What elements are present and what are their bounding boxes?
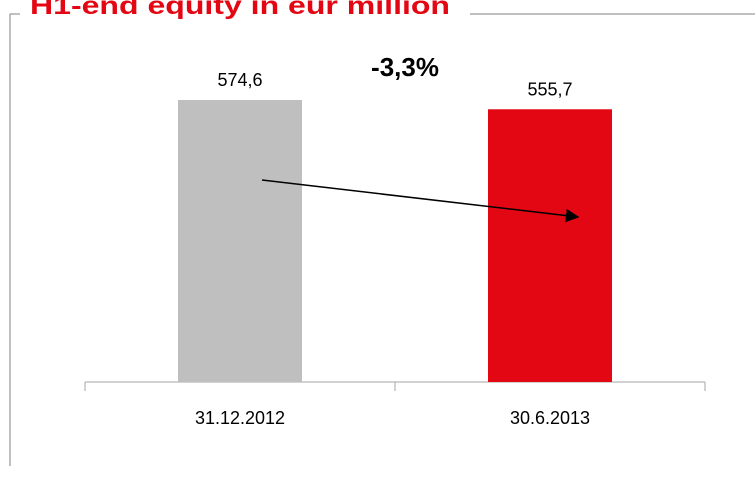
x-tick-label: 30.6.2013 bbox=[510, 408, 590, 428]
value-label: 555,7 bbox=[527, 79, 572, 99]
value-label: 574,6 bbox=[217, 70, 262, 90]
bar bbox=[178, 100, 302, 382]
chart-title: H1-end equity in eur million bbox=[30, 0, 450, 20]
annotation: -3,3% bbox=[371, 52, 439, 82]
bar bbox=[488, 109, 612, 383]
x-tick-label: 31.12.2012 bbox=[195, 408, 285, 428]
change-arrow bbox=[261, 179, 580, 223]
